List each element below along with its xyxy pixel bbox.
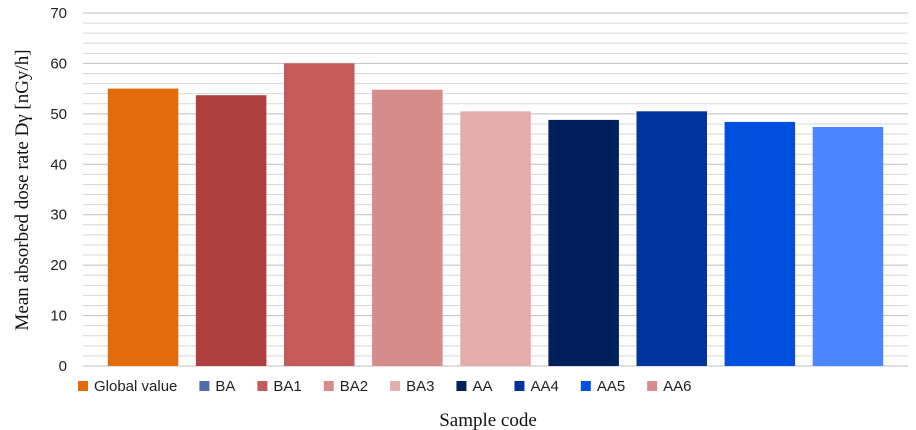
legend-swatch [78, 381, 88, 391]
legend-label: AA4 [530, 378, 558, 395]
bar [724, 121, 796, 367]
legend-label: BA2 [340, 378, 368, 395]
legend-swatch [390, 381, 401, 391]
y-tick-label: 40 [50, 156, 67, 173]
bar [107, 88, 179, 366]
y-tick-label: 20 [50, 257, 67, 274]
legend-swatch [580, 381, 591, 391]
y-tick-label: 70 [50, 5, 67, 22]
bar [636, 111, 707, 366]
legend-label: Global value [94, 378, 177, 395]
legend-label: AA [472, 378, 492, 395]
legend-label: BA3 [406, 378, 434, 395]
bar [548, 119, 619, 367]
bar [372, 89, 443, 366]
y-tick-label: 60 [50, 55, 67, 72]
legend-label: AA6 [663, 378, 691, 395]
legend-swatch [257, 381, 268, 391]
legend: Global value BA BA1 BA2 BA3 AA AA4 AA5 AA6 [78, 378, 692, 395]
y-axis-ticks: 0 10 20 30 40 50 60 70 [50, 5, 67, 375]
y-tick-label: 50 [50, 106, 67, 123]
x-axis-title: Sample code [439, 410, 537, 430]
legend-swatch [323, 381, 334, 391]
legend-swatch [514, 381, 525, 391]
legend-swatch [647, 381, 658, 391]
y-tick-label: 10 [50, 308, 67, 325]
bar [195, 95, 267, 366]
bar [284, 63, 355, 367]
y-tick-label: 0 [59, 358, 67, 375]
legend-swatch [199, 381, 210, 391]
bars [107, 63, 884, 367]
bar [812, 127, 884, 366]
legend-label: BA1 [273, 378, 301, 395]
legend-label: BA [215, 378, 235, 395]
y-tick-label: 30 [50, 207, 67, 224]
legend-swatch [456, 381, 467, 391]
legend-label: AA5 [597, 378, 625, 395]
bar [460, 111, 531, 366]
y-axis-title: Mean absorbed dose rate Dγ [nGy/h] [12, 49, 33, 330]
